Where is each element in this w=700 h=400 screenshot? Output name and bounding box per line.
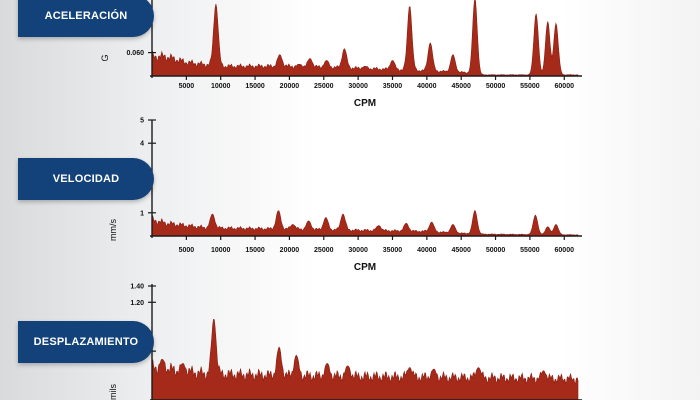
x-tick-label: 50000: [486, 83, 506, 90]
x-tick-label: 25000: [314, 83, 334, 90]
y-tick-label: 1.40: [130, 284, 144, 291]
x-axis-label: CPM: [354, 262, 376, 273]
x-tick-label: 40000: [417, 247, 437, 254]
y-axis-unit: mm/s: [108, 219, 118, 241]
x-tick-label: 45000: [451, 83, 471, 90]
y-axis-unit: mils: [108, 384, 118, 400]
x-tick-label: 50000: [486, 247, 506, 254]
x-tick-label: 15000: [245, 83, 265, 90]
velocity-plot: 1 4 5 mm/s 5000 10000 15000 20000 25000 30000 3500…: [108, 118, 582, 273]
acceleration-plot: 0.060 G 5000 10000 15000 20000 25000 30000 35000…: [100, 0, 582, 109]
y-axis-unit: G: [100, 54, 110, 61]
y-tick-label: 5: [140, 118, 144, 125]
x-tick-label: 35000: [383, 83, 403, 90]
y-tick-label: 1.20: [130, 300, 144, 307]
y-tick-label: 1: [140, 210, 144, 217]
x-tick-label: 30000: [348, 83, 368, 90]
x-tick-label: 10000: [211, 83, 231, 90]
x-tick-label: 5000: [179, 83, 195, 90]
spectrum-area: [151, 209, 579, 237]
velocity-label: VELOCIDAD: [18, 158, 154, 200]
x-tick-label: 10000: [211, 247, 231, 254]
x-tick-label: 35000: [383, 247, 403, 254]
spectrum-area: [151, 319, 579, 400]
acceleration-label: ACELERACIÓN: [18, 0, 154, 37]
x-tick-label: 45000: [451, 247, 471, 254]
acceleration-chart: ACELERACIÓN 0.060 G 5000 10000 15000 20000 250…: [0, 0, 700, 118]
x-tick-label: 20000: [280, 83, 300, 90]
x-tick-label: 20000: [280, 247, 300, 254]
x-tick-label: 60000: [555, 83, 575, 90]
y-tick-label: 0.060: [126, 50, 144, 57]
x-tick-label: 25000: [314, 247, 334, 254]
displacement-label: DESPLAZAMIENTO: [18, 321, 154, 363]
x-tick-label: 60000: [555, 247, 575, 254]
velocity-chart: VELOCIDAD 1 4 5 mm/s 5000 10000 15000 20000 2500…: [18, 118, 582, 273]
x-tick-label: 40000: [417, 83, 437, 90]
y-tick-label: 4: [140, 141, 144, 148]
x-tick-label: 15000: [245, 247, 265, 254]
x-tick-label: 55000: [520, 83, 540, 90]
x-tick-label: 30000: [348, 247, 368, 254]
x-axis-label: CPM: [354, 98, 376, 109]
spectrum-area: [151, 0, 579, 77]
x-tick-label: 55000: [520, 247, 540, 254]
x-tick-label: 5000: [179, 247, 195, 254]
